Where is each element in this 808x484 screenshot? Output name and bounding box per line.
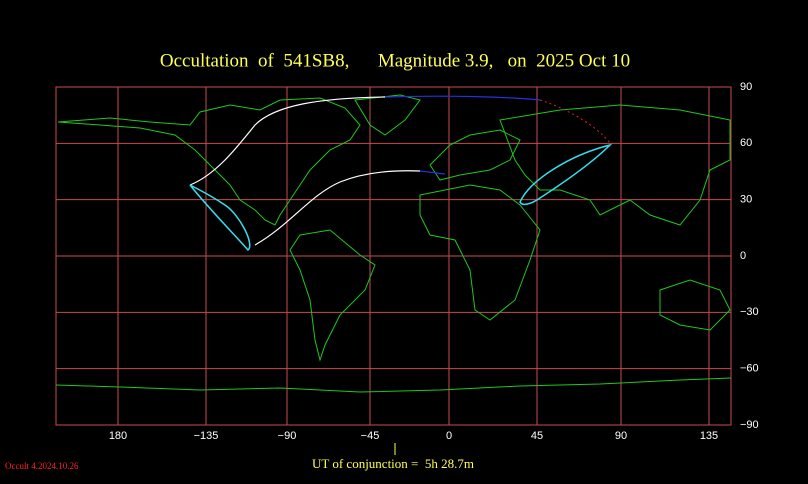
- latitude-label: 90: [740, 81, 752, 93]
- north-limit: [189, 96, 386, 186]
- west-end-loop: [189, 184, 251, 252]
- latitude-label: 60: [740, 137, 752, 149]
- version: Occult 4.2024.10.26: [5, 461, 79, 471]
- longitude-label: −45: [361, 430, 380, 442]
- conjunction-time: UT of conjunction = 5h 28.7m: [312, 456, 474, 471]
- south-limit: [254, 170, 421, 246]
- latitude-label: 0: [740, 250, 746, 262]
- latitude-label: −60: [740, 363, 759, 375]
- south-america: [289, 229, 376, 362]
- latitude-label: −90: [740, 419, 759, 431]
- graticule: [55, 86, 732, 426]
- title: Occultation of 541SB8, Magnitude 3.9, on…: [160, 50, 630, 71]
- daylight-path: [384, 95, 541, 175]
- occultation-path: [189, 95, 613, 252]
- antarctica: [55, 377, 732, 393]
- asia: [499, 104, 731, 226]
- longitude-label: 135: [700, 430, 718, 442]
- longitude-label: 180: [109, 430, 127, 442]
- longitude-label: 0: [446, 430, 452, 442]
- coastlines: [55, 94, 732, 393]
- east-end-loop: [519, 143, 613, 206]
- australia: [659, 279, 731, 331]
- europe: [429, 129, 521, 181]
- latitude-label: −30: [740, 306, 759, 318]
- africa: [419, 184, 541, 321]
- north-america: [57, 97, 361, 226]
- longitude-label: 90: [615, 430, 627, 442]
- longitude-label: 45: [531, 430, 543, 442]
- sun-up-path: [539, 99, 611, 144]
- greenland: [354, 94, 421, 136]
- latitude-label: 30: [740, 194, 752, 206]
- longitude-label: −90: [278, 430, 297, 442]
- longitude-label: −135: [194, 430, 219, 442]
